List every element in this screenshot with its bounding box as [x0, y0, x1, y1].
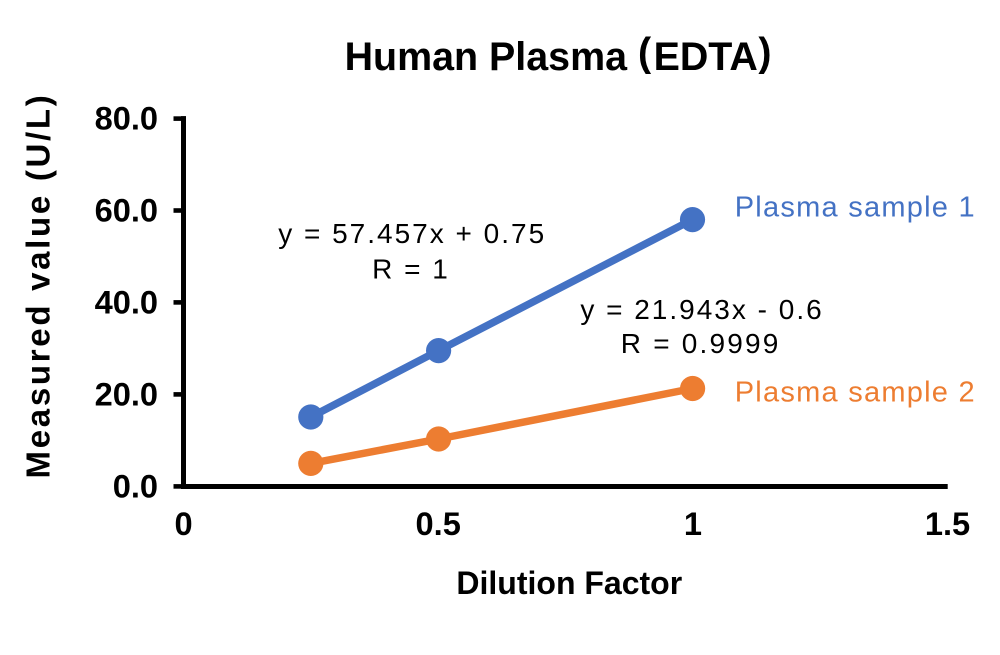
svg-text:0.0: 0.0 [113, 467, 158, 504]
svg-text:80.0: 80.0 [95, 100, 158, 137]
svg-text:1.5: 1.5 [925, 505, 970, 542]
svg-text:R = 1: R = 1 [372, 254, 450, 285]
svg-text:Measured value (U/L): Measured value (U/L) [20, 93, 57, 479]
svg-text:0.5: 0.5 [416, 505, 461, 542]
svg-text:Human Plasma (EDTA): Human Plasma (EDTA) [345, 30, 772, 79]
svg-text:y = 57.457x + 0.75: y = 57.457x + 0.75 [278, 218, 546, 249]
svg-text:1: 1 [684, 505, 702, 542]
svg-text:40.0: 40.0 [95, 283, 158, 320]
svg-text:0: 0 [174, 505, 192, 542]
svg-text:Plasma sample 1: Plasma sample 1 [735, 191, 976, 223]
svg-text:20.0: 20.0 [95, 375, 158, 412]
svg-text:y = 21.943x - 0.6: y = 21.943x - 0.6 [580, 294, 823, 325]
svg-text:R = 0.9999: R = 0.9999 [621, 328, 781, 359]
svg-text:Plasma sample 2: Plasma sample 2 [735, 376, 976, 408]
svg-text:60.0: 60.0 [95, 192, 158, 229]
svg-text:Dilution Factor: Dilution Factor [456, 565, 682, 601]
